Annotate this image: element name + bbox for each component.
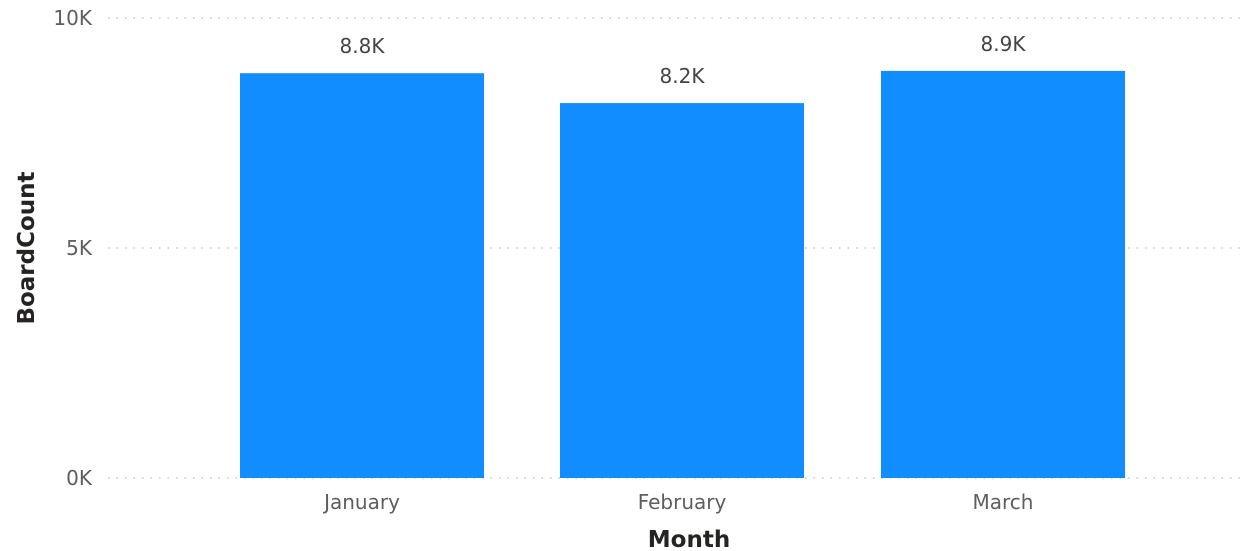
y-tick-label: 0K <box>66 466 93 490</box>
x-tick-label-january: January <box>322 490 400 514</box>
x-axis-title: Month <box>648 527 730 551</box>
bar-january[interactable] <box>240 73 484 478</box>
data-label-february: 8.2K <box>660 64 706 88</box>
y-tick-label: 5K <box>66 236 93 260</box>
bar-february[interactable] <box>560 103 804 478</box>
y-axis-title: BoardCount <box>14 171 40 324</box>
x-axis-ticks: January February March <box>322 490 1033 514</box>
bar-march[interactable] <box>881 70 1125 479</box>
x-tick-label-march: March <box>973 490 1034 514</box>
data-labels: 8.8K 8.2K 8.9K <box>340 32 1027 88</box>
bars <box>240 70 1125 479</box>
y-axis-ticks: 0K 5K 10K <box>53 6 92 490</box>
x-tick-label-february: February <box>638 490 727 514</box>
data-label-march: 8.9K <box>981 32 1027 56</box>
y-tick-label: 10K <box>53 6 92 30</box>
data-label-january: 8.8K <box>340 34 386 58</box>
